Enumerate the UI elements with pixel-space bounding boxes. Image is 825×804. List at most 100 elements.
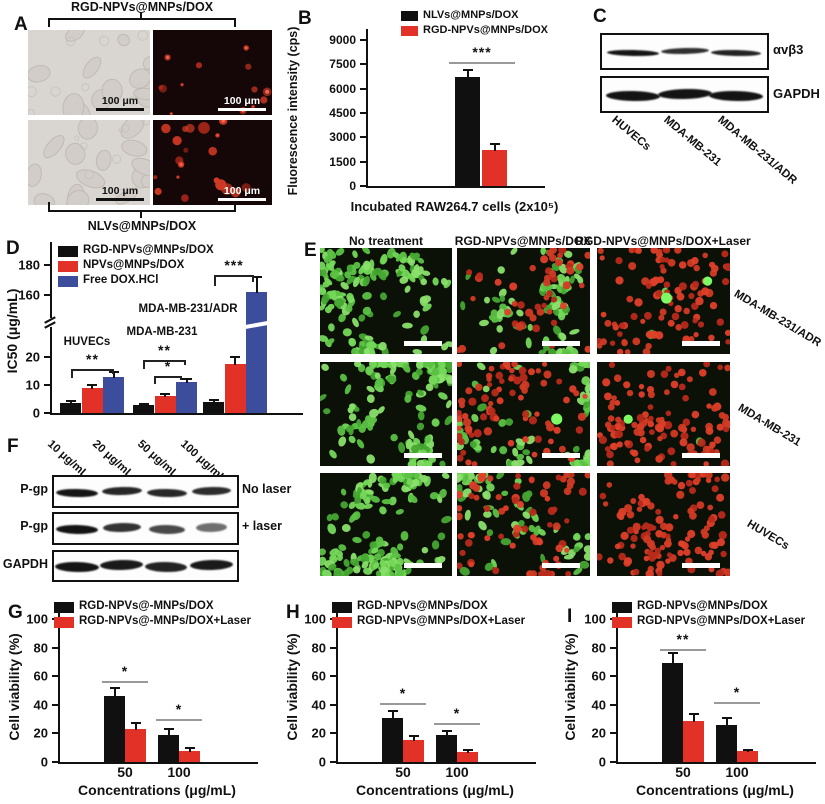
error-bar-cap xyxy=(688,713,699,716)
panel-d-letter: D xyxy=(6,238,20,259)
B-x-axis-label: Incubated RAW264.7 cells (2x10⁵) xyxy=(350,199,559,214)
micro-image-svg xyxy=(320,362,452,466)
panel-b-letter: B xyxy=(298,8,312,29)
micro-adr-rgd-laser xyxy=(597,248,730,354)
y-tick-label: 0 xyxy=(318,754,326,770)
I-x-category: 100 xyxy=(725,764,749,780)
error-bar-line xyxy=(466,749,469,753)
blot-band xyxy=(54,561,99,573)
legend-label: RGD-NPVs@MNPs/DOX+Laser xyxy=(637,615,806,627)
micro-image-svg xyxy=(153,120,251,202)
sig-bracket-drop xyxy=(112,368,114,374)
sig-bracket-drop xyxy=(184,360,186,366)
sig-stars: * xyxy=(164,357,172,374)
micro-rgd-brightfield: 100 μm xyxy=(28,30,150,115)
lane-label-mda-mb-231: MDA-MB-231 xyxy=(661,114,724,169)
micro-231-rgd-laser xyxy=(597,362,730,466)
micro-image-svg xyxy=(320,473,452,576)
blot-band xyxy=(189,559,234,571)
I-bar-black-g1 xyxy=(716,724,737,762)
sig-line xyxy=(154,375,182,378)
error-bar-cap xyxy=(387,709,398,712)
y-tick xyxy=(360,87,366,90)
y-tick xyxy=(330,675,336,678)
G-x-category: 50 xyxy=(117,764,133,780)
micro-huvec-no-treatment xyxy=(320,473,452,576)
blot-band xyxy=(102,522,141,533)
y-tick xyxy=(610,732,616,735)
micro-adr-rgd xyxy=(457,248,590,354)
y-tick xyxy=(360,185,366,187)
H-x-axis-label: Concentrations (μg/mL) xyxy=(356,782,514,798)
sig-line xyxy=(434,723,480,726)
scale-bar-label: 100 μm xyxy=(223,95,261,107)
error-bar-cap xyxy=(181,378,192,381)
bracket-bottom-right-end xyxy=(234,202,236,212)
error-bar-line xyxy=(466,69,469,79)
legend-swatch-blue xyxy=(58,276,78,287)
error-bar-cap xyxy=(160,392,170,395)
y-tick-label: 100 xyxy=(584,611,606,627)
blot-label-gapdh: GAPDH xyxy=(773,86,820,101)
blot-band xyxy=(660,46,709,55)
H-y-axis xyxy=(336,606,338,764)
G-x-category: 100 xyxy=(167,764,191,780)
blot-band xyxy=(708,89,763,102)
y-tick-label: 3000 xyxy=(329,130,356,145)
bracket-top-right-end xyxy=(234,18,236,27)
micro-image-svg xyxy=(457,248,590,354)
B-x-axis xyxy=(366,186,545,188)
error-bar-cap xyxy=(721,717,732,720)
legend-swatch-red xyxy=(401,26,418,36)
micro-rgd-fluorescence: 100 μm xyxy=(153,30,272,115)
sig-bracket-drop xyxy=(71,368,73,378)
panel-a-bottom-group-label: NLVs@MNPs/DOX xyxy=(87,219,197,233)
G-bar-black-g0 xyxy=(104,696,125,762)
micro-image-svg xyxy=(457,362,590,466)
blot-band xyxy=(148,524,185,535)
error-bar-line xyxy=(167,729,170,736)
scale-bar: 100 μm xyxy=(218,96,266,111)
micro-231-rgd xyxy=(457,362,590,466)
y-tick xyxy=(330,646,336,649)
error-bar-cap xyxy=(251,275,262,278)
y-tick-label: 60 xyxy=(311,668,326,684)
group-label: MDA-MB-231 xyxy=(126,326,198,338)
legend-label: NLVs@MNPs/DOX xyxy=(423,9,519,21)
D-bar-black-g0 xyxy=(60,403,81,413)
D-bar-red-g0 xyxy=(81,388,103,413)
error-bar-line xyxy=(113,687,116,698)
micro-adr-no-treatment xyxy=(320,248,452,354)
error-bar-cap xyxy=(163,728,174,731)
legend-label: RGD-NPVs@-MNPs/DOX xyxy=(79,600,214,612)
bracket-bottom-left-end xyxy=(48,202,50,212)
D-bar-blue-g0 xyxy=(103,376,124,413)
legend-label: RGD-NPVs@MNPs/DOX xyxy=(357,600,488,612)
micro-231-no-treatment xyxy=(320,362,452,466)
sig-line xyxy=(714,702,760,704)
y-tick-label: 40 xyxy=(591,697,606,713)
error-bar-line xyxy=(234,357,236,366)
legend-swatch-black xyxy=(612,602,632,613)
panel-f: 10 μg/mL 20 μg/mL 50 μg/mL 100 μg/mL P-g… xyxy=(0,430,305,600)
error-bar-line xyxy=(391,710,394,719)
row-label-mda-mb-231: MDA-MB-231 xyxy=(735,402,803,449)
micro-image-svg xyxy=(597,473,730,576)
D-bar-blue-g1 xyxy=(176,381,197,413)
y-tick-label: 1500 xyxy=(329,154,356,169)
sig-stars: * xyxy=(121,662,129,679)
error-bar-line xyxy=(255,276,258,293)
H-x-axis xyxy=(336,762,536,764)
group-label: MDA-MB-231/ADR xyxy=(138,303,238,315)
micro-image-svg xyxy=(28,30,150,115)
legend-label: RGD-NPVs@MNPs/DOX xyxy=(637,600,768,612)
error-bar-cap xyxy=(230,356,240,359)
blot-gapdh xyxy=(600,76,769,113)
scale-bar-line xyxy=(218,107,266,111)
sig-stars: *** xyxy=(224,257,244,274)
scale-bar xyxy=(682,453,720,458)
blot-band xyxy=(657,87,712,100)
y-tick xyxy=(44,263,50,266)
y-tick xyxy=(52,646,58,649)
